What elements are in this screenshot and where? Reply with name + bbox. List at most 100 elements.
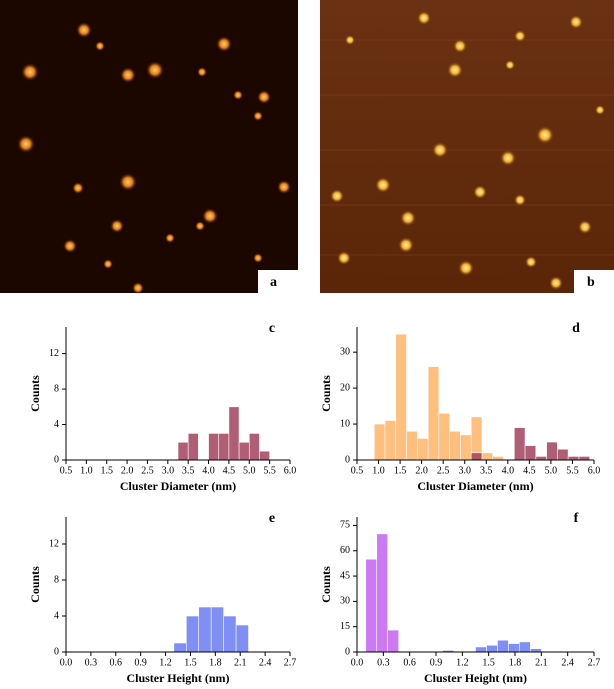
y-tick-label: 12 xyxy=(49,538,59,549)
bar xyxy=(187,433,199,461)
x-axis-title: Cluster Diameter (nm) xyxy=(417,479,533,493)
x-tick-label: 5.0 xyxy=(243,465,256,476)
x-tick-label: 1.8 xyxy=(509,657,522,668)
x-tick-label: 4.0 xyxy=(502,465,515,476)
x-tick-label: 1.2 xyxy=(456,657,469,668)
y-tick-label: 30 xyxy=(340,596,350,607)
y-tick-label: 15 xyxy=(340,621,350,632)
x-axis-title: Cluster Height (nm) xyxy=(424,671,527,685)
x-tick-label: 5.5 xyxy=(263,465,276,476)
x-tick-label: 1.5 xyxy=(100,465,113,476)
y-tick-label: 45 xyxy=(340,570,350,581)
x-axis-title: Cluster Diameter (nm) xyxy=(120,479,236,493)
y-tick-label: 30 xyxy=(340,346,350,357)
x-tick-label: 2.7 xyxy=(588,657,601,668)
x-tick-label: 6.0 xyxy=(284,465,297,476)
x-tick-label: 6.0 xyxy=(588,465,601,476)
x-tick-label: 0.0 xyxy=(351,657,364,668)
panel-letter: f xyxy=(574,511,579,526)
x-tick-label: 2.1 xyxy=(535,657,548,668)
x-tick-label: 3.5 xyxy=(480,465,493,476)
x-tick-label: 2.5 xyxy=(437,465,450,476)
x-tick-label: 2.0 xyxy=(415,465,428,476)
x-tick-label: 2.5 xyxy=(141,465,154,476)
x-tick-label: 2.4 xyxy=(259,657,272,668)
bar xyxy=(524,445,537,461)
x-tick-label: 0.5 xyxy=(60,465,73,476)
x-tick-label: 2.7 xyxy=(284,657,297,668)
bar xyxy=(208,433,220,461)
bar xyxy=(210,606,224,653)
x-tick-label: 1.2 xyxy=(159,657,172,668)
panel-letter: d xyxy=(572,321,580,336)
x-tick-label: 0.6 xyxy=(110,657,123,668)
bar xyxy=(376,533,389,653)
y-tick-label: 8 xyxy=(54,383,59,394)
bar xyxy=(486,644,498,653)
bar xyxy=(475,646,487,653)
bar xyxy=(373,423,386,461)
bar xyxy=(173,642,187,653)
x-tick-label: 4.5 xyxy=(223,465,236,476)
x-tick-label: 3.0 xyxy=(162,465,175,476)
bar xyxy=(567,456,580,461)
bar xyxy=(185,615,200,653)
x-tick-label: 0.6 xyxy=(403,657,416,668)
y-tick-label: 4 xyxy=(54,419,59,430)
x-tick-label: 2.1 xyxy=(234,657,247,668)
y-axis-title: Counts xyxy=(28,566,42,603)
panel-letter: e xyxy=(269,511,275,526)
bar xyxy=(530,648,542,653)
x-tick-label: 0.3 xyxy=(85,657,98,668)
bar xyxy=(384,420,397,461)
afm-image-b: b xyxy=(320,0,614,293)
x-tick-label: 5.5 xyxy=(566,465,579,476)
bar xyxy=(578,456,590,461)
x-tick-label: 1.0 xyxy=(80,465,93,476)
bar xyxy=(177,441,189,461)
x-tick-label: 1.8 xyxy=(209,657,222,668)
bar xyxy=(406,430,418,461)
panel-letter: b xyxy=(587,275,595,290)
bar xyxy=(387,629,399,653)
bar xyxy=(557,448,569,461)
bar xyxy=(235,624,249,653)
y-tick-label: 0 xyxy=(345,454,350,465)
y-tick-label: 75 xyxy=(340,520,350,531)
y-tick-label: 0 xyxy=(54,646,59,657)
bar xyxy=(228,406,240,461)
bar xyxy=(438,412,450,461)
x-tick-label: 1.0 xyxy=(372,465,385,476)
x-tick-label: 4.0 xyxy=(202,465,215,476)
bar xyxy=(395,333,407,461)
panel-letter: a xyxy=(270,275,277,290)
x-tick-label: 0.3 xyxy=(377,657,390,668)
bar xyxy=(198,606,212,653)
x-tick-label: 3.5 xyxy=(182,465,195,476)
y-tick-label: 10 xyxy=(340,418,350,429)
bar xyxy=(535,456,547,461)
bar xyxy=(492,456,504,461)
bar xyxy=(449,430,461,461)
x-tick-label: 4.5 xyxy=(523,465,536,476)
afm-image-a: a xyxy=(0,0,298,294)
x-tick-label: 3.0 xyxy=(458,465,471,476)
x-tick-label: 2.4 xyxy=(561,657,574,668)
bar xyxy=(519,641,531,653)
x-tick-label: 1.5 xyxy=(394,465,407,476)
bar xyxy=(508,643,520,653)
bar xyxy=(460,434,472,461)
y-tick-label: 12 xyxy=(49,348,59,359)
y-axis-title: Counts xyxy=(28,375,42,412)
x-tick-label: 0.9 xyxy=(134,657,147,668)
bar xyxy=(259,450,270,461)
x-tick-label: 2.0 xyxy=(121,465,134,476)
y-tick-label: 0 xyxy=(54,454,59,465)
y-tick-label: 60 xyxy=(340,545,350,556)
x-tick-label: 5.0 xyxy=(545,465,558,476)
bar xyxy=(218,433,230,461)
bar xyxy=(427,366,440,461)
y-tick-label: 4 xyxy=(54,610,59,621)
bar xyxy=(481,452,494,461)
